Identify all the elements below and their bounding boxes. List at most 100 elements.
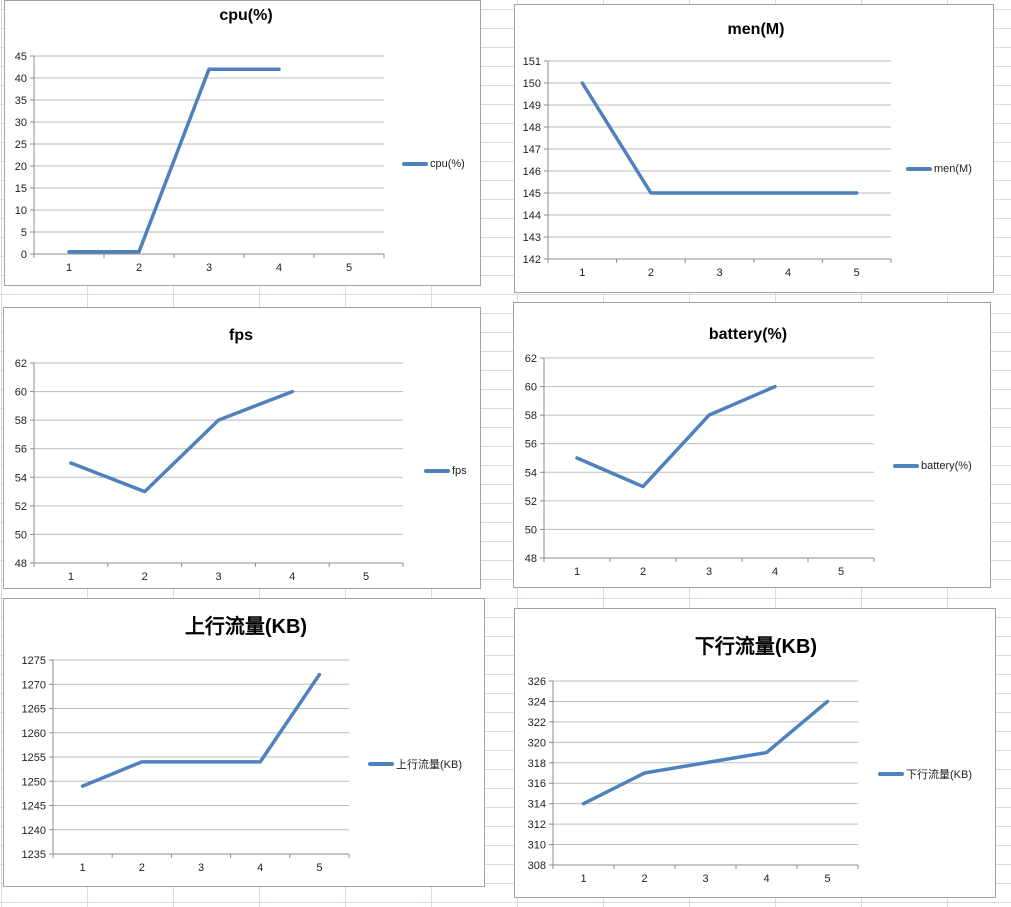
- y-axis-label: 147: [523, 144, 541, 156]
- x-axis-label: 2: [136, 262, 142, 274]
- x-axis-label: 2: [142, 571, 148, 583]
- y-axis-label: 322: [528, 717, 546, 729]
- x-axis-label: 4: [785, 267, 791, 279]
- y-axis-label: 318: [528, 758, 546, 770]
- series-line: [581, 699, 830, 806]
- y-axis-label: 58: [15, 415, 27, 427]
- x-axis-label: 5: [346, 262, 352, 274]
- y-axis-label: 48: [525, 553, 537, 565]
- x-axis-label: 2: [139, 862, 145, 874]
- series-line: [67, 67, 281, 254]
- x-axis-label: 2: [641, 873, 647, 885]
- series-line: [69, 389, 295, 494]
- y-axis-label: 15: [15, 183, 27, 195]
- chart-download-traffic[interactable]: 下行流量(KB) 308 310 312 314 316 318 320 322 324 326 1…: [514, 608, 996, 898]
- legend-label: men(M): [934, 163, 972, 175]
- y-axis-label: 54: [15, 472, 27, 484]
- x-axis-label: 3: [716, 267, 722, 279]
- chart-title-battery: battery(%): [708, 326, 788, 343]
- y-axis-label: 52: [525, 496, 537, 508]
- x-axis-label: 5: [854, 267, 860, 279]
- series-line: [580, 81, 859, 195]
- y-axis-label: 1240: [22, 825, 46, 837]
- y-axis-label: 54: [525, 467, 537, 479]
- y-axis-label: 149: [523, 100, 541, 112]
- y-axis-label: 1235: [22, 849, 46, 861]
- series-line: [575, 384, 777, 489]
- y-axis-label: 143: [523, 232, 541, 244]
- x-axis-label: 3: [198, 862, 204, 874]
- y-axis-label: 1260: [22, 728, 46, 740]
- y-axis-label: 1270: [22, 679, 46, 691]
- x-axis-label: 1: [66, 262, 72, 274]
- chart-title-cpu: cpu(%): [219, 7, 273, 24]
- legend-line-marker: [402, 162, 428, 166]
- x-axis-label: 3: [215, 571, 221, 583]
- chart-cpu[interactable]: cpu(%) 0 5 10 15 20 25 30 35 40 45 1 2 3 4 5 cpu(%): [4, 0, 481, 286]
- y-axis-label: 1275: [22, 655, 46, 667]
- y-axis-label: 312: [528, 819, 546, 831]
- x-axis-label: 1: [80, 862, 86, 874]
- y-axis-label: 324: [528, 696, 546, 708]
- y-axis-label: 145: [523, 188, 541, 200]
- y-axis-label: 62: [15, 358, 27, 370]
- chart-upload-traffic[interactable]: 上行流量(KB) 1235 1240 1245 1250 1255 1260 1265 127…: [3, 598, 485, 887]
- y-axis-label: 148: [523, 122, 541, 134]
- x-axis-label: 3: [706, 566, 712, 578]
- y-axis-label: 56: [525, 439, 537, 451]
- legend-cpu: cpu(%): [402, 155, 465, 173]
- legend-line-marker: [878, 772, 904, 776]
- y-axis-label: 60: [15, 387, 27, 399]
- y-axis-label: 40: [15, 73, 27, 85]
- y-axis-label: 308: [528, 860, 546, 872]
- legend-men: men(M): [906, 160, 972, 178]
- y-axis-label: 320: [528, 737, 546, 749]
- legend-upload-traffic: 上行流量(KB): [368, 755, 462, 773]
- y-axis-label: 314: [528, 799, 546, 811]
- legend-line-marker: [368, 762, 394, 766]
- y-axis-label: 150: [523, 78, 541, 90]
- plot-area-battery: 48 50 52 54 56 58 60 62 1 2 3 4 5: [525, 353, 875, 578]
- y-axis-label: 0: [21, 249, 27, 261]
- y-axis-label: 10: [15, 205, 27, 217]
- y-axis-label: 1250: [22, 776, 46, 788]
- y-axis-label: 25: [15, 139, 27, 151]
- y-axis-label: 60: [525, 382, 537, 394]
- x-axis-label: 1: [68, 571, 74, 583]
- chart-title-fps: fps: [229, 327, 253, 344]
- x-axis-label: 4: [763, 873, 769, 885]
- x-axis-label: 4: [257, 862, 263, 874]
- y-axis-label: 52: [15, 501, 27, 513]
- y-axis-label: 45: [15, 51, 27, 63]
- y-axis-label: 316: [528, 778, 546, 790]
- legend-line-marker: [893, 464, 919, 468]
- y-axis-label: 144: [523, 210, 541, 222]
- legend-fps: fps: [424, 462, 467, 480]
- plot-area-upload-traffic: 1235 1240 1245 1250 1255 1260 1265 1270 1275 1 2 3 4…: [22, 655, 350, 874]
- y-axis-label: 146: [523, 166, 541, 178]
- y-axis-label: 151: [523, 56, 541, 68]
- legend-label: cpu(%): [430, 158, 465, 170]
- legend-label: fps: [452, 465, 467, 477]
- plot-area-download-traffic: 308 310 312 314 316 318 320 322 324 326 1 2 3 4 5: [528, 676, 859, 885]
- y-axis-label: 326: [528, 676, 546, 688]
- y-axis-label: 5: [21, 227, 27, 239]
- y-axis-label: 35: [15, 95, 27, 107]
- legend-label: 下行流量(KB): [906, 769, 972, 781]
- chart-men[interactable]: men(M) 142 143 144 145 146 147 148 149 150 151 1 2 3…: [514, 4, 994, 293]
- chart-battery[interactable]: battery(%) 48 50 52 54 56 58 60 62 1 2 3 4 5 battery…: [513, 302, 991, 588]
- x-axis-label: 4: [772, 566, 778, 578]
- x-axis-label: 1: [580, 873, 586, 885]
- y-axis-label: 142: [523, 254, 541, 266]
- y-axis-label: 50: [15, 529, 27, 541]
- y-axis-label: 310: [528, 840, 546, 852]
- x-axis-label: 4: [289, 571, 295, 583]
- chart-title-download-traffic: 下行流量(KB): [694, 636, 818, 658]
- chart-title-men: men(M): [727, 21, 785, 38]
- y-axis-label: 62: [525, 353, 537, 365]
- legend-line-marker: [424, 469, 450, 473]
- x-axis-label: 2: [648, 267, 654, 279]
- chart-fps[interactable]: fps 48 50 52 54 56 58 60 62 1 2 3 4 5 fps: [3, 307, 481, 589]
